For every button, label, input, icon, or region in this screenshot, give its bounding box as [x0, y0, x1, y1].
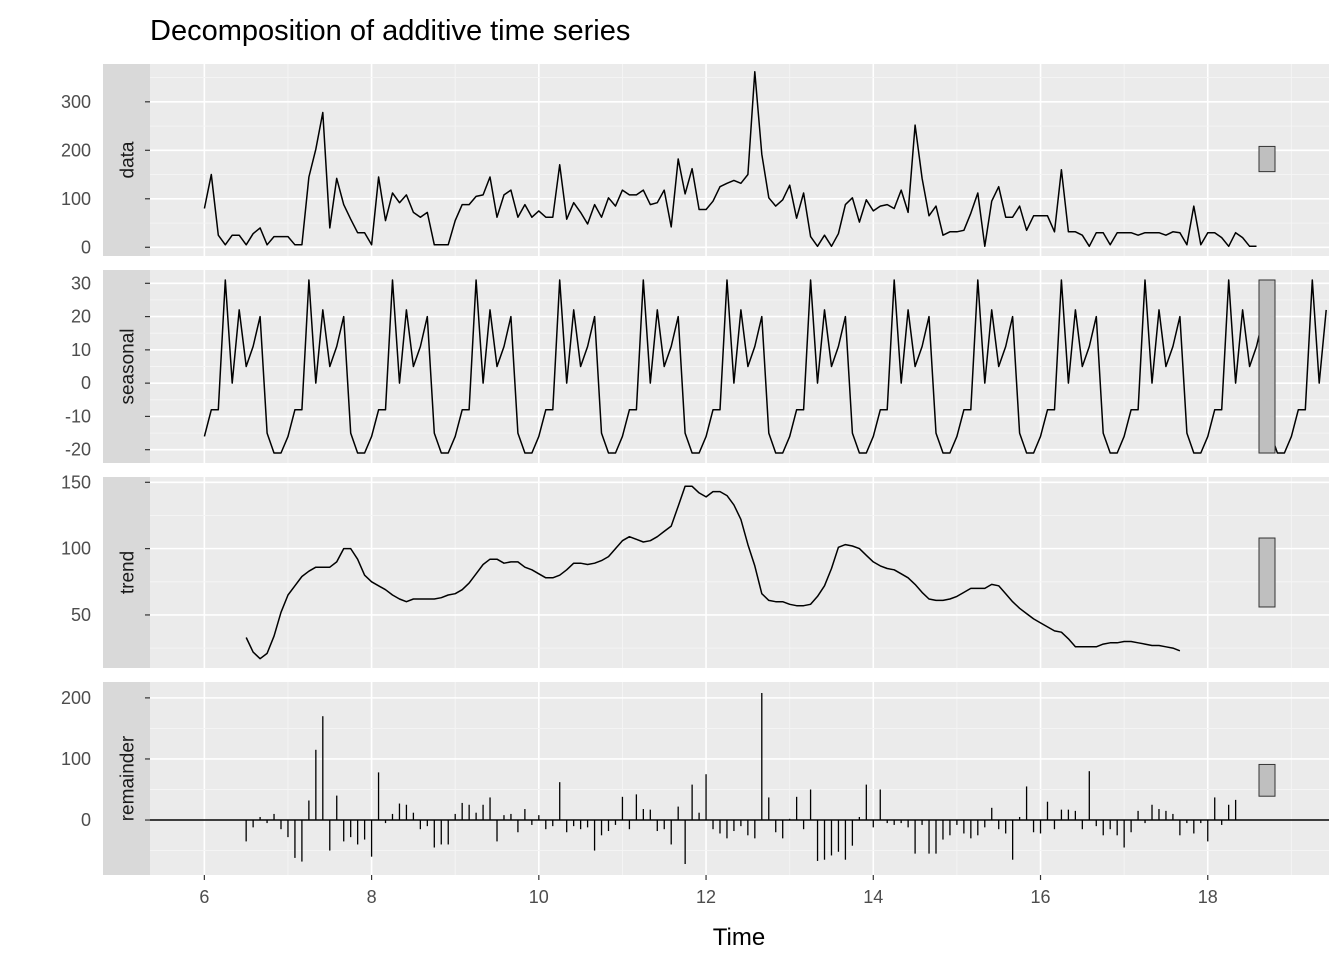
chart-title: Decomposition of additive time series	[150, 15, 630, 47]
series-line-trend	[245, 485, 1181, 660]
y-tick-label: 100	[61, 539, 91, 559]
panel-remainder: remainder 0 100 200	[61, 682, 1329, 875]
x-tick-label: 10	[529, 887, 549, 907]
strip-data	[103, 64, 150, 256]
scale-bar-trend	[1258, 537, 1276, 608]
x-axis: 6 8 10 12 14 16 18	[199, 875, 1218, 907]
strip-trend	[103, 477, 150, 668]
x-tick-label: 12	[696, 887, 716, 907]
panel-background	[150, 64, 1329, 256]
y-tick-label: 200	[61, 140, 91, 160]
panel-data: data 0 100 200 300	[61, 64, 1329, 257]
y-tick-label: 200	[61, 688, 91, 708]
panel-background	[150, 682, 1329, 875]
strip-label-data: data	[118, 141, 139, 178]
x-tick-label: 18	[1198, 887, 1218, 907]
panels: data 0 100 200 300 seasonal -20 -10 0 10 20 30 trend…	[61, 64, 1329, 875]
panel-seasonal: seasonal -20 -10 0 10 20 30	[65, 270, 1329, 463]
x-tick-label: 6	[199, 887, 209, 907]
y-tick-label: 100	[61, 749, 91, 769]
y-tick-label: 30	[71, 273, 91, 293]
y-tick-label: 0	[81, 237, 91, 257]
strip-remainder	[103, 682, 150, 875]
y-tick-label: 0	[81, 373, 91, 393]
scale-bar-seasonal	[1258, 279, 1276, 454]
y-tick-label: 10	[71, 340, 91, 360]
y-tick-label: -10	[65, 406, 91, 426]
y-tick-label: 20	[71, 307, 91, 327]
strip-label-trend: trend	[118, 551, 139, 594]
panel-trend: trend 50 100 150	[61, 472, 1329, 668]
y-tick-label: 150	[61, 472, 91, 492]
x-tick-label: 16	[1031, 887, 1051, 907]
panel-background	[150, 477, 1329, 668]
x-axis-title: Time	[713, 924, 765, 951]
scale-bar-remainder	[1258, 763, 1276, 797]
y-tick-label: 0	[81, 810, 91, 830]
x-tick-label: 14	[863, 887, 883, 907]
x-tick-label: 8	[367, 887, 377, 907]
y-tick-label: 100	[61, 189, 91, 209]
y-tick-label: 50	[71, 605, 91, 625]
strip-label-remainder: remainder	[118, 735, 139, 821]
scale-bar-data	[1258, 145, 1276, 173]
series-line-seasonal	[203, 279, 1327, 454]
series-line-data	[203, 71, 1257, 248]
y-tick-label: -20	[65, 440, 91, 460]
y-tick-label: 300	[61, 92, 91, 112]
strip-label-seasonal: seasonal	[118, 328, 139, 404]
strip-seasonal	[103, 270, 150, 463]
